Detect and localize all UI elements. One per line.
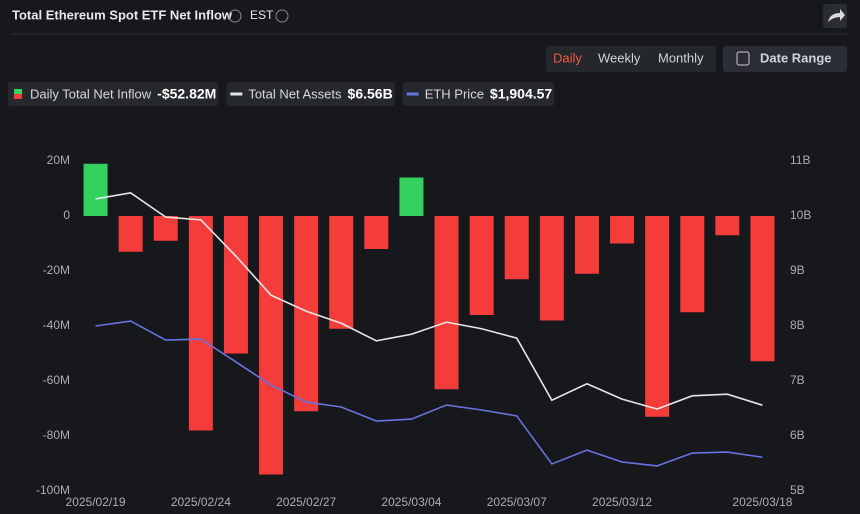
y-tick-label: 0 (63, 208, 70, 222)
period-button[interactable]: Weekly (598, 50, 641, 65)
x-tick-label: 2025/03/07 (487, 495, 547, 509)
y-tick-label: -20M (43, 263, 70, 277)
legend-label: Total Net Assets (248, 86, 342, 101)
bar (434, 216, 459, 390)
x-tick-label: 2025/02/19 (66, 495, 126, 509)
bar (223, 216, 248, 354)
y2-tick-label: 10B (790, 208, 811, 222)
period-button[interactable]: Daily (553, 50, 582, 65)
bar (715, 216, 740, 236)
x-tick-label: 2025/03/18 (732, 495, 792, 509)
legend-label: Daily Total Net Inflow (30, 86, 152, 101)
bar (680, 216, 705, 313)
y2-tick-label: 6B (790, 428, 805, 442)
y-tick-label: -100M (36, 483, 70, 497)
legend-swatch (14, 94, 22, 99)
bar (610, 216, 635, 244)
bar (329, 216, 354, 329)
chart-title: Total Ethereum Spot ETF Net Inflow (12, 7, 233, 22)
bar (259, 216, 284, 475)
bar (83, 163, 108, 216)
bar (188, 216, 213, 431)
date-range-button[interactable] (723, 46, 847, 72)
legend-value: $6.56B (348, 86, 393, 102)
y2-tick-label: 11B (790, 153, 810, 167)
x-tick-label: 2025/03/12 (592, 495, 652, 509)
legend-item-bg (8, 82, 219, 106)
bar (539, 216, 564, 321)
info-icon[interactable] (275, 9, 289, 23)
bar (364, 216, 389, 249)
bar (118, 216, 143, 252)
calendar-icon (736, 51, 750, 66)
y2-tick-label: 7B (790, 373, 805, 387)
legend-value: -$52.82M (157, 86, 216, 102)
bar (469, 216, 494, 315)
y-tick-label: -80M (43, 428, 70, 442)
y2-tick-label: 8B (790, 318, 805, 332)
bar (504, 216, 529, 280)
bar (645, 216, 670, 417)
bar (153, 216, 178, 241)
legend-value: $1,904.57 (490, 86, 552, 102)
y2-tick-label: 5B (790, 483, 805, 497)
y2-tick-label: 9B (790, 263, 805, 277)
info-icon[interactable] (228, 9, 242, 23)
period-button[interactable]: Monthly (658, 50, 704, 65)
y-tick-label: -40M (43, 318, 70, 332)
legend-item-bg (226, 82, 395, 106)
timezone: EST (250, 8, 274, 22)
bar (574, 216, 599, 274)
bar (399, 177, 424, 216)
bar (750, 216, 775, 362)
line (95, 192, 763, 410)
line (95, 320, 763, 467)
x-tick-label: 2025/02/27 (276, 495, 336, 509)
y-tick-label: -60M (43, 373, 70, 387)
period-toggle (546, 46, 716, 72)
share-icon (828, 9, 845, 22)
date-range-label[interactable]: Date Range (760, 50, 832, 65)
legend-label: ETH Price (425, 86, 484, 101)
y-tick-label: 20M (47, 153, 70, 167)
legend-item-bg (402, 82, 555, 106)
x-tick-label: 2025/03/04 (381, 495, 441, 509)
x-tick-label: 2025/02/24 (171, 495, 231, 509)
legend-swatch (14, 89, 22, 94)
